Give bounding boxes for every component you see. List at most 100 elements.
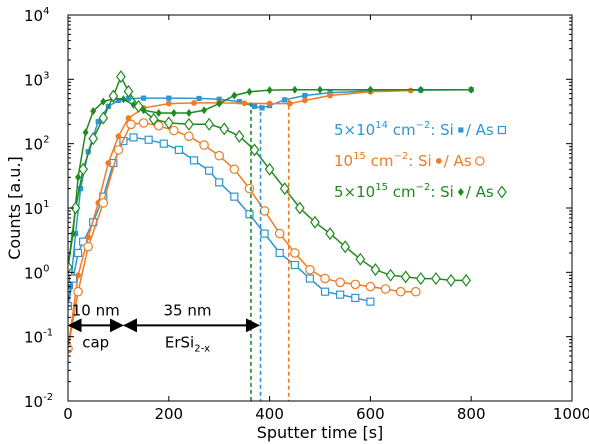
series-2-point-9	[191, 100, 197, 106]
legend-si-marker-0	[458, 127, 464, 133]
series-2-point-4	[105, 160, 112, 166]
series-3-point-6	[138, 118, 149, 128]
series-4-point-7	[120, 95, 127, 104]
y-tick-exp-4: 2	[43, 135, 49, 146]
series-5-point-29	[461, 273, 472, 287]
legend-as-0: / As	[466, 121, 494, 139]
series-0-point-5	[95, 119, 101, 125]
series-5-point-20	[325, 227, 335, 241]
series-5-point-11	[184, 117, 194, 131]
series-3-point-15	[274, 228, 285, 239]
film-label-sub: 2-x	[194, 343, 210, 354]
series-4-point-18	[291, 85, 298, 94]
series-2-point-8	[165, 100, 172, 107]
series-5-point-21	[340, 240, 351, 254]
legend-si-marker-2	[457, 188, 464, 196]
legend-unit-exp-2: −2	[416, 182, 431, 193]
series-3-point-21	[365, 281, 376, 292]
x-tick-label-4: 800	[457, 405, 486, 423]
series-1-point-19	[290, 260, 299, 270]
y-tick-exp-2: 0	[43, 263, 49, 274]
y-tick-base-1: 10	[24, 329, 43, 347]
series-3-point-16	[289, 248, 300, 258]
series-5-point-24	[385, 268, 396, 282]
legend-unit-exp-1: −2	[393, 151, 408, 162]
series-2-point-11	[241, 100, 248, 107]
legend-si-2: : Si	[430, 183, 454, 201]
series-4-point-17	[266, 86, 273, 95]
series-3-point-18	[320, 273, 330, 284]
series-5-point-28	[446, 273, 456, 287]
y-tick-base-3: 10	[24, 200, 43, 218]
series-3-point-23	[395, 286, 406, 297]
series-5-point-18	[294, 201, 305, 215]
series-3-point-3	[98, 198, 109, 208]
series-1-point-16	[245, 210, 254, 219]
legend-dose-exp-1: 15	[353, 151, 366, 162]
y-tick-label-5: 103	[24, 70, 49, 89]
series-1-point-18	[275, 248, 284, 258]
x-tick-label-1: 200	[154, 405, 183, 423]
legend-dose-exp-2: 15	[375, 182, 388, 193]
series-1-point-8	[129, 133, 138, 142]
series-0-point-9	[141, 95, 147, 101]
y-tick-base-5: 10	[24, 71, 43, 89]
series-5-point-17	[279, 182, 290, 196]
series-2-point-15	[327, 92, 333, 99]
series-1-point-15	[230, 192, 239, 201]
y-tick-base-2: 10	[24, 264, 43, 282]
series-5-point-19	[310, 215, 320, 229]
x-tick-label-5: 1000	[553, 405, 589, 423]
y-tick-base-6: 10	[24, 7, 43, 25]
series-1-point-23	[351, 293, 360, 303]
series-0-point-10	[166, 95, 172, 101]
legend-unit-0: cm	[388, 121, 416, 139]
legend-entry-1: 1015 cm−2: Si	[334, 151, 432, 170]
y-tick-exp-3: 1	[43, 199, 49, 210]
series-5-point-27	[431, 272, 441, 286]
series-5-point-1	[70, 201, 81, 215]
series-1-point-2	[73, 248, 83, 258]
y-tick-label-6: 104	[24, 6, 49, 25]
series-2-point-5	[115, 133, 122, 140]
x-tick-label-0: 0	[63, 405, 73, 423]
series-5-point-14	[234, 129, 245, 143]
legend-si-1: : Si	[408, 152, 432, 170]
series-5-point-26	[415, 272, 426, 286]
legend-dose-0: 5×10	[334, 121, 375, 139]
series-1-point-11	[174, 145, 183, 155]
series-3-point-10	[199, 140, 209, 150]
series-5-point-23	[370, 263, 381, 277]
series-2-point-12	[266, 100, 273, 107]
x-tick-label-3: 600	[356, 405, 385, 423]
legend-as-2: / As	[466, 183, 494, 201]
series-5	[68, 70, 472, 287]
cap-thickness-label: 10 nm	[72, 301, 120, 319]
series-1-point-22	[336, 290, 345, 299]
series-5-point-22	[355, 252, 366, 266]
x-axis-title: Sputter time [s]	[257, 423, 384, 442]
y-tick-label-2: 100	[24, 263, 49, 282]
legend-si-0: : Si	[430, 121, 454, 139]
series-1-point-14	[215, 178, 224, 187]
legend-entry-0: 5×1014 cm−2: Si	[334, 120, 454, 139]
series-4-point-15	[231, 91, 238, 100]
legend-dose-2: 5×10	[334, 183, 375, 201]
annotation-layer: 10 nm cap 35 nm ErSi2-x	[67, 98, 290, 401]
series-4-point-10	[155, 108, 162, 117]
x-tick-label-2: 400	[255, 405, 284, 423]
series-3-point-22	[380, 284, 391, 294]
legend-unit-1: cm	[366, 152, 394, 170]
plot-background	[68, 15, 572, 401]
series-5-point-16	[264, 162, 275, 176]
y-tick-base-0: 10	[24, 393, 43, 411]
film-thickness-label: 35 nm	[163, 301, 211, 319]
y-tick-label-1: 10-1	[24, 328, 53, 347]
series-3-point-24	[410, 286, 421, 297]
series-1-point-20	[305, 274, 315, 283]
series-4-point-21	[417, 85, 424, 94]
legend-dose-exp-0: 14	[375, 120, 388, 131]
series-5-point-7	[123, 84, 134, 98]
series-4-point-2	[75, 173, 82, 182]
